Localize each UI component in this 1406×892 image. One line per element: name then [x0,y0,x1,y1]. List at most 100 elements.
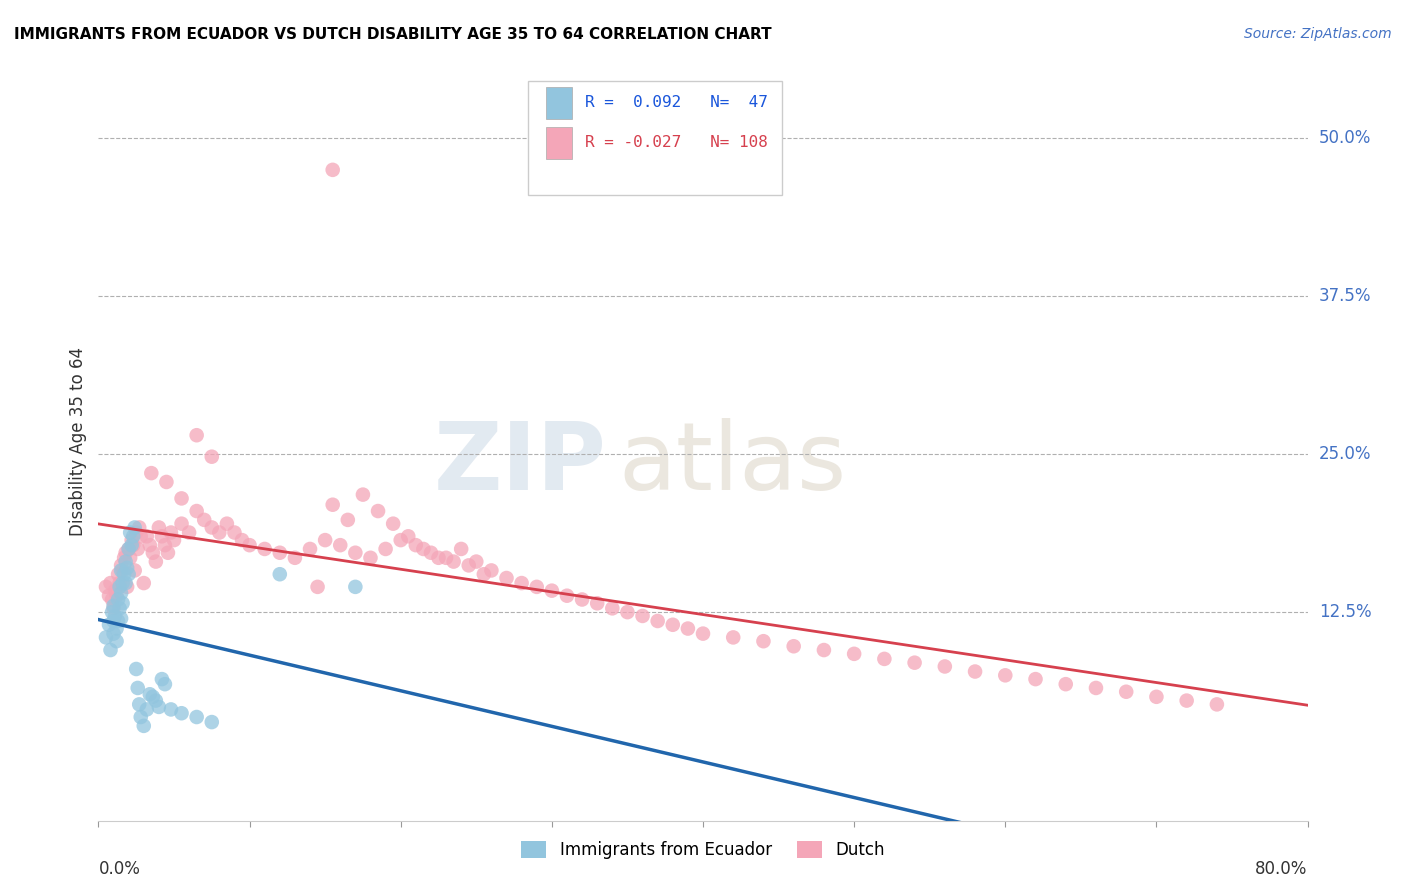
Point [101,605,124,619]
Point [367,504,389,518]
Point [100,576,122,591]
Point [118,541,141,556]
Point [104,609,127,624]
Point [160,525,183,540]
Point [111,564,134,578]
Point [1175,693,1198,707]
Point [269,567,291,582]
Point [153,538,176,552]
Point [526,580,548,594]
Point [105,589,128,603]
Point [231,533,253,547]
Point [179,525,201,540]
Point [142,546,165,560]
Text: 50.0%: 50.0% [1319,129,1371,147]
Point [101,592,124,607]
Point [122,538,145,552]
Point [108,576,131,591]
Point [128,520,150,534]
Point [813,643,835,657]
Point [692,626,714,640]
Point [616,605,638,619]
Point [412,541,434,556]
Text: IMMIGRANTS FROM ECUADOR VS DUTCH DISABILITY AGE 35 TO 64 CORRELATION CHART: IMMIGRANTS FROM ECUADOR VS DUTCH DISABIL… [14,27,772,42]
Point [540,583,562,598]
Point [510,576,533,591]
Point [132,576,155,591]
Point [1024,672,1046,686]
Point [661,617,683,632]
Point [128,698,150,712]
FancyBboxPatch shape [546,87,572,119]
Point [307,580,329,594]
Point [107,567,129,582]
Point [111,596,134,610]
Point [472,567,495,582]
Point [389,533,412,547]
Point [586,596,609,610]
Point [904,656,927,670]
Point [129,529,152,543]
Point [153,677,176,691]
Point [129,710,152,724]
Point [465,555,488,569]
Point [1206,698,1229,712]
Point [124,520,146,534]
Text: 0.0%: 0.0% [98,860,141,878]
Text: R =  0.092   N=  47: R = 0.092 N= 47 [585,95,768,110]
Point [201,715,224,730]
Point [631,609,654,624]
Point [114,555,136,569]
Point [114,576,136,591]
Point [329,538,352,552]
Text: 37.5%: 37.5% [1319,287,1371,305]
Point [135,529,157,543]
Point [114,546,136,560]
Point [495,571,517,585]
Point [457,558,479,573]
Point [170,491,193,506]
Point [571,592,593,607]
Point [100,643,122,657]
Point [118,567,141,582]
Point [1054,677,1077,691]
Point [150,529,173,543]
Point [163,533,186,547]
Point [186,710,208,724]
Point [269,546,291,560]
Text: R = -0.027   N= 108: R = -0.027 N= 108 [585,136,768,151]
Point [253,541,276,556]
Point [111,576,134,591]
Point [125,525,148,540]
Point [107,614,129,628]
Point [344,580,367,594]
Point [127,681,149,695]
Text: 12.5%: 12.5% [1319,603,1371,621]
Point [139,687,162,701]
Text: atlas: atlas [619,418,846,510]
Point [145,693,167,707]
Point [104,583,127,598]
Point [602,601,624,615]
Point [120,525,142,540]
Point [873,652,896,666]
Point [344,546,367,560]
Point [382,516,405,531]
Point [201,520,224,534]
Point [94,580,117,594]
Point [676,622,699,636]
Point [121,538,143,552]
Point [208,525,231,540]
Point [647,614,669,628]
Point [186,504,208,518]
Point [443,555,465,569]
Point [98,617,121,632]
Point [1144,690,1167,704]
Point [103,626,125,640]
Point [450,541,472,556]
Point [481,564,503,578]
Point [783,639,806,653]
Point [434,550,457,565]
Point [148,520,170,534]
Point [994,668,1017,682]
